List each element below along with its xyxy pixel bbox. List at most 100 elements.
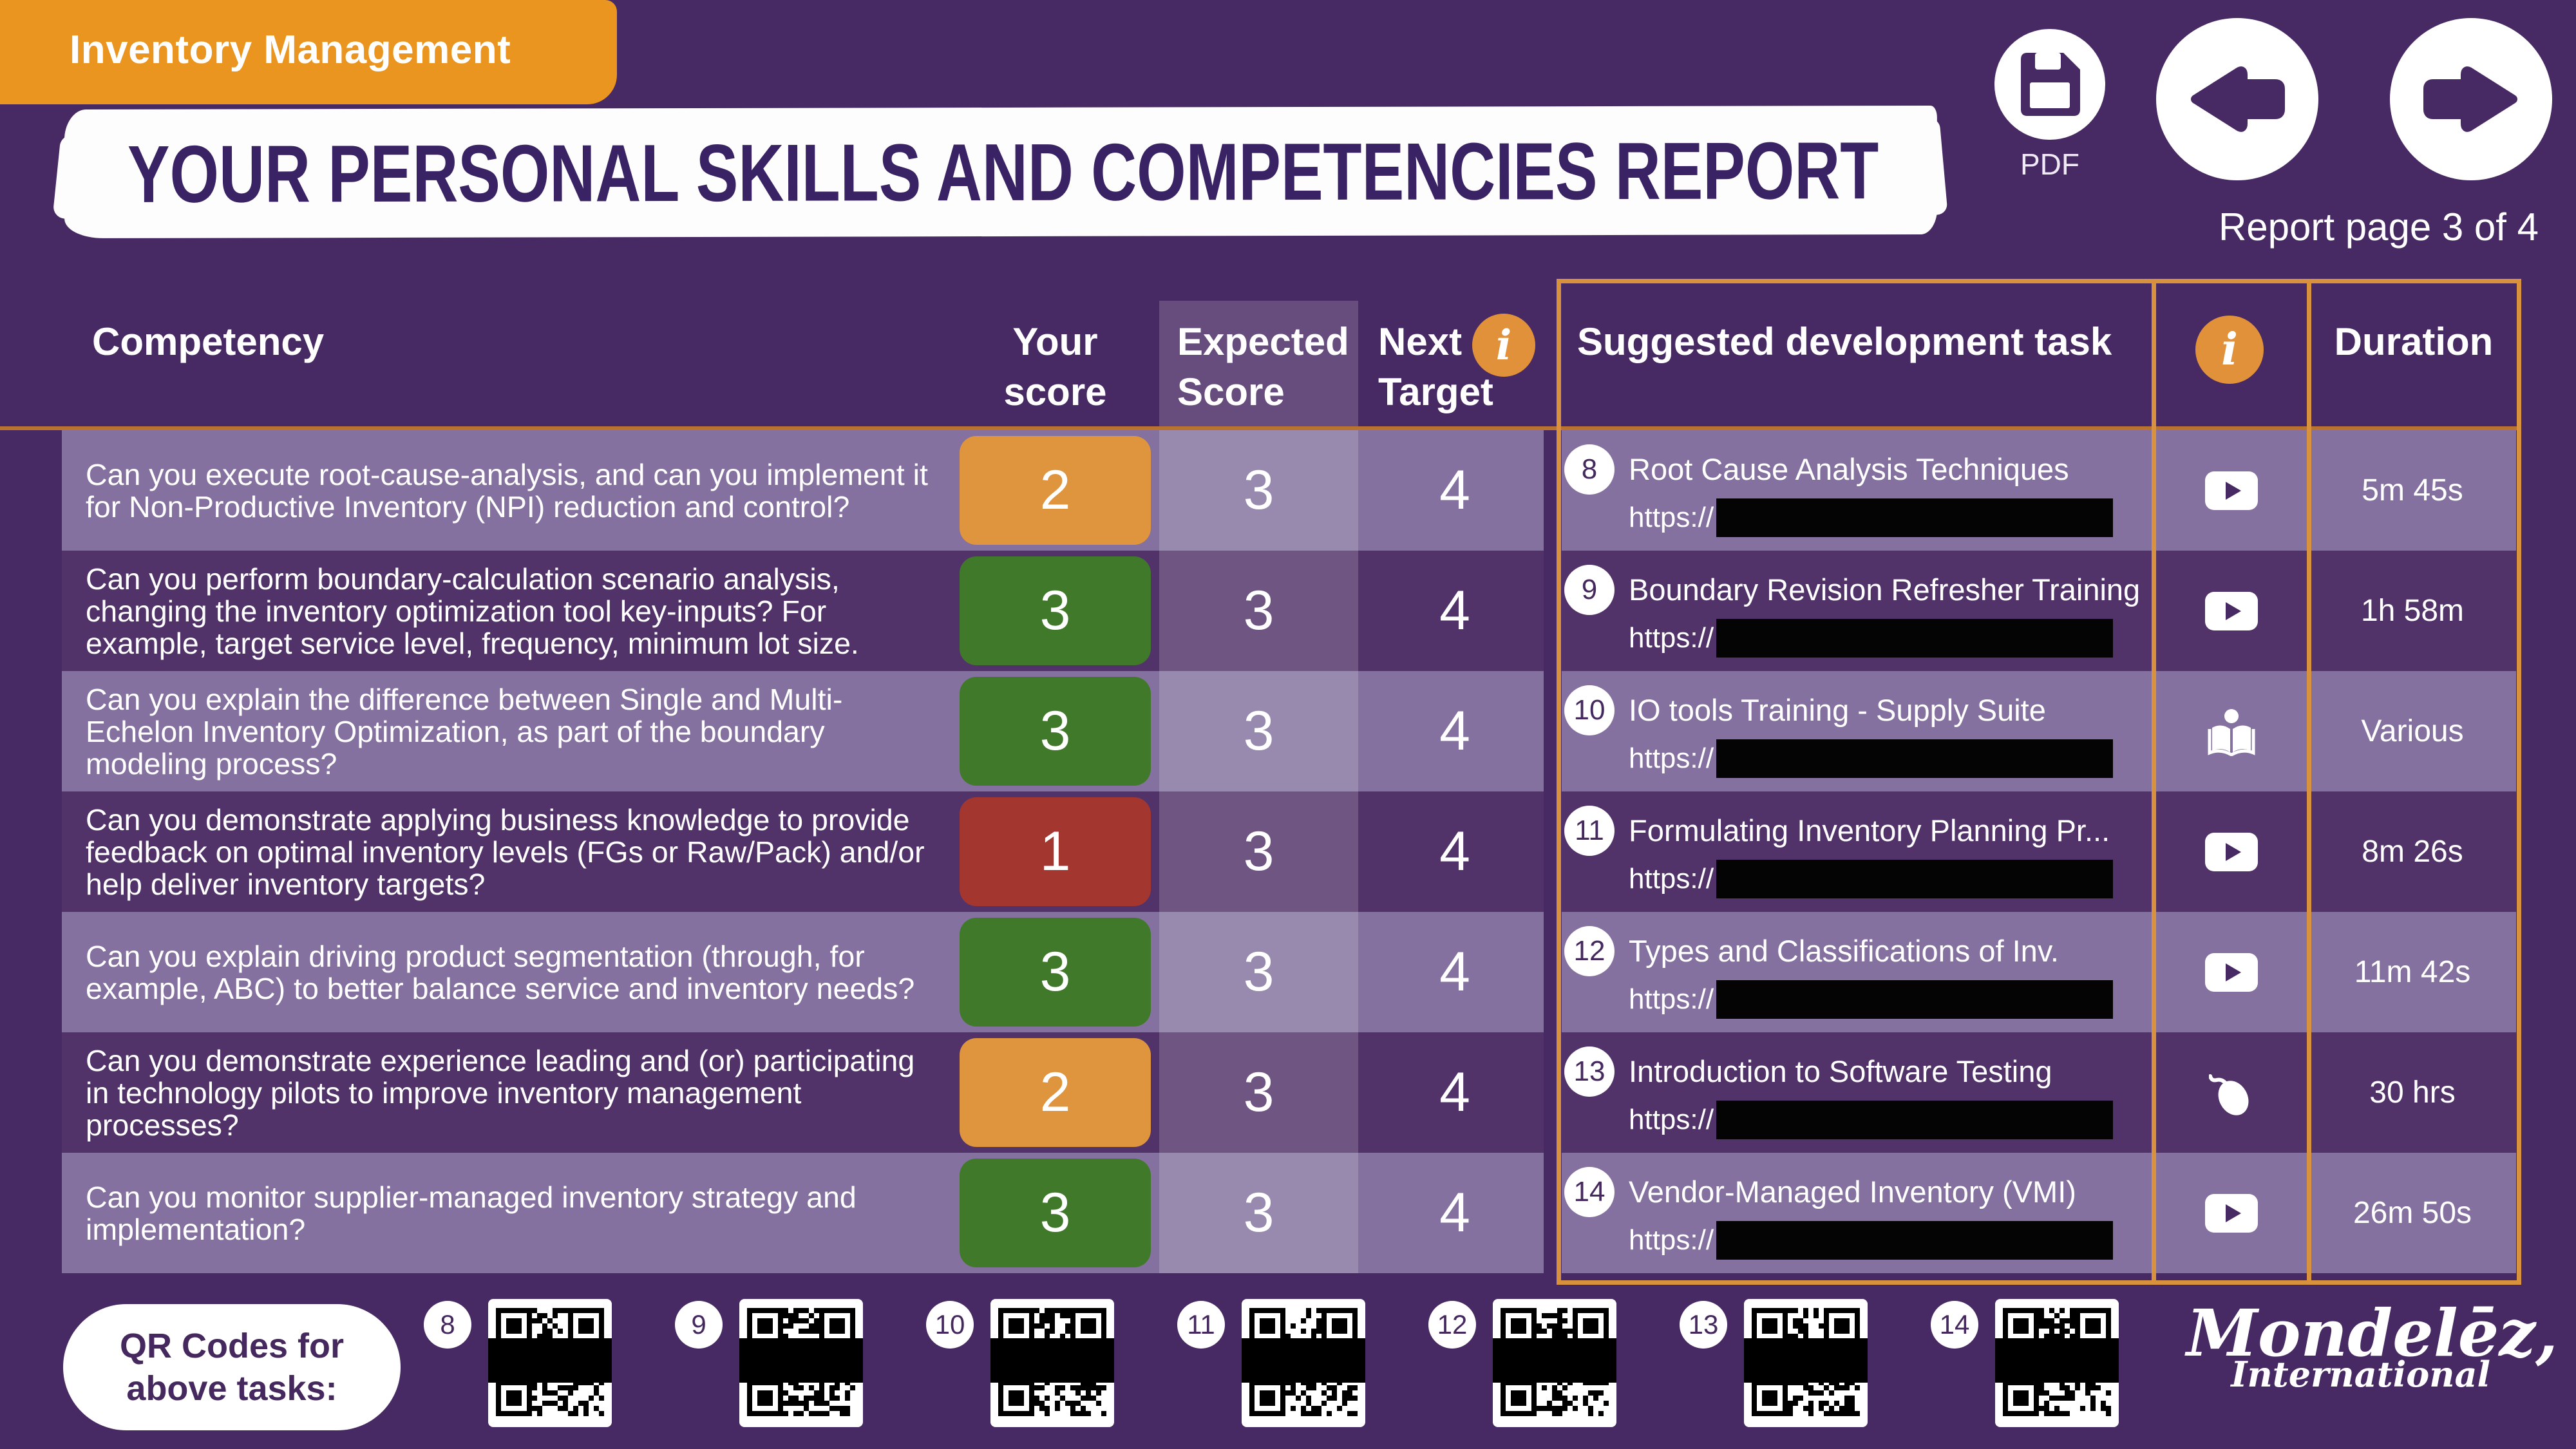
task-title-line: 10 IO tools Training - Supply Suite <box>1564 685 2154 735</box>
task-content: 8 Root Cause Analysis Techniques https:/… <box>1562 430 2154 551</box>
task-url[interactable]: https:// <box>1629 501 1714 533</box>
competency-text: Can you demonstrate experience leading a… <box>86 1032 936 1153</box>
task-number-badge: 11 <box>1564 805 1615 856</box>
qr-code[interactable] <box>1744 1299 1868 1427</box>
video-play-icon <box>2204 1193 2258 1233</box>
expected-score-value: 3 <box>1243 941 1274 1003</box>
expected-score-value: 3 <box>1243 820 1274 882</box>
module-tag-label: Inventory Management <box>70 28 511 72</box>
task-url[interactable]: https:// <box>1629 983 1714 1015</box>
task-title: Boundary Revision Refresher Training <box>1629 573 2141 607</box>
next-target-value: 4 <box>1439 1061 1470 1123</box>
task-title: Formulating Inventory Planning Pr... <box>1629 813 2110 848</box>
your-score-chip: 2 <box>960 436 1151 545</box>
qr-number-badge: 12 <box>1428 1301 1476 1349</box>
task-url[interactable]: https:// <box>1629 1224 1714 1256</box>
qr-code[interactable] <box>1493 1299 1616 1427</box>
logo-brand-text: Mondelēz, <box>2184 1295 2558 1371</box>
qr-label-line2: above tasks: <box>126 1369 337 1408</box>
task-duration: 1h 58m <box>2360 594 2465 628</box>
next-target-info-icon[interactable]: i <box>1472 314 1535 377</box>
task-duration: 26m 50s <box>2353 1196 2472 1230</box>
qr-number-badge: 8 <box>424 1301 471 1349</box>
task-url-line: https:// <box>1629 618 2154 658</box>
column-header-suggested-task: Suggested development task <box>1577 320 2112 363</box>
task-type-icon-cell[interactable] <box>2154 1153 2309 1273</box>
video-play-icon <box>2204 471 2258 510</box>
reading-person-icon <box>2208 708 2255 756</box>
competency-text-value: Can you perform boundary-calculation sce… <box>86 562 859 660</box>
forward-arrow-icon <box>2423 66 2517 132</box>
qr-number-badge: 9 <box>675 1301 723 1349</box>
task-type-icon-cell[interactable] <box>2154 551 2309 671</box>
task-row: 8 Root Cause Analysis Techniques https:/… <box>1562 430 2516 551</box>
task-type-icon-cell[interactable] <box>2154 671 2309 791</box>
qr-pattern <box>488 1308 612 1416</box>
video-play-icon <box>2204 591 2258 630</box>
redaction-bar <box>1716 498 2114 537</box>
task-number-badge: 10 <box>1564 685 1615 735</box>
competency-text: Can you demonstrate applying business kn… <box>86 791 936 912</box>
task-url[interactable]: https:// <box>1629 742 1714 774</box>
page-title: YOUR PERSONAL SKILLS AND COMPETENCIES RE… <box>127 125 1879 220</box>
row-background <box>62 1153 1544 1273</box>
task-type-icon-cell[interactable] <box>2154 430 2309 551</box>
qr-group: 8 <box>424 1299 612 1427</box>
row-background <box>62 671 1544 791</box>
qr-pattern <box>1242 1308 1365 1416</box>
your-score-chip: 1 <box>960 797 1151 906</box>
expected-score-value: 3 <box>1243 459 1274 521</box>
next-target-value: 4 <box>1439 1182 1470 1244</box>
task-title-line: 9 Boundary Revision Refresher Training <box>1564 564 2154 615</box>
redaction-bar <box>1716 739 2114 778</box>
task-title: Introduction to Software Testing <box>1629 1054 2052 1088</box>
task-number-badge: 8 <box>1564 444 1615 495</box>
your-score-chip: 3 <box>960 1159 1151 1267</box>
qr-code[interactable] <box>1242 1299 1365 1427</box>
your-score-chip: 3 <box>960 918 1151 1027</box>
competency-text-value: Can you demonstrate applying business kn… <box>86 802 925 901</box>
task-title-line: 13 Introduction to Software Testing <box>1564 1046 2154 1097</box>
redaction-bar <box>1716 980 2114 1019</box>
qr-group: 11 <box>1177 1299 1365 1427</box>
task-url[interactable]: https:// <box>1629 621 1714 654</box>
task-number-badge: 12 <box>1564 925 1615 976</box>
row-background <box>62 791 1544 912</box>
column-header-expected-score: Expected Score <box>1177 320 1349 413</box>
task-duration: 5m 45s <box>2362 473 2463 507</box>
qr-code[interactable] <box>990 1299 1114 1427</box>
qr-number-badge: 10 <box>926 1301 974 1349</box>
task-url-line: https:// <box>1629 498 2154 537</box>
redaction-bar <box>1716 618 2114 658</box>
task-type-icon-cell[interactable] <box>2154 912 2309 1032</box>
task-url[interactable]: https:// <box>1629 862 1714 895</box>
task-content: 10 IO tools Training - Supply Suite http… <box>1562 671 2154 791</box>
task-url-line: https:// <box>1629 1220 2154 1260</box>
task-info-icon[interactable]: i <box>2195 316 2264 384</box>
competency-text: Can you execute root-cause-analysis, and… <box>86 430 936 551</box>
qr-code[interactable] <box>488 1299 612 1427</box>
qr-code[interactable] <box>1995 1299 2119 1427</box>
qr-group: 14 <box>1931 1299 2119 1427</box>
task-duration: Various <box>2361 714 2464 748</box>
qr-code[interactable] <box>739 1299 863 1427</box>
task-content: 12 Types and Classifications of Inv. htt… <box>1562 912 2154 1032</box>
previous-page-button[interactable] <box>2156 18 2318 180</box>
save-pdf-button[interactable] <box>1994 29 2105 140</box>
next-page-button[interactable] <box>2390 18 2552 180</box>
task-url[interactable]: https:// <box>1629 1103 1714 1135</box>
qr-group: 12 <box>1428 1299 1616 1427</box>
expected-score-column-highlight <box>1159 301 1358 1273</box>
column-header-duration: Duration <box>2334 320 2494 363</box>
qr-label-line1: QR Codes for <box>119 1327 345 1365</box>
qr-number-badge: 14 <box>1931 1301 1978 1349</box>
redaction-bar <box>1716 1100 2114 1139</box>
suggested-tasks-list: 8 Root Cause Analysis Techniques https:/… <box>1562 430 2516 1273</box>
competency-text: Can you explain the difference between S… <box>86 671 936 791</box>
task-title-line: 8 Root Cause Analysis Techniques <box>1564 444 2154 495</box>
video-play-icon <box>2204 952 2258 992</box>
task-type-icon-cell[interactable] <box>2154 791 2309 912</box>
video-play-icon <box>2204 832 2258 871</box>
task-type-icon-cell[interactable] <box>2154 1032 2309 1153</box>
